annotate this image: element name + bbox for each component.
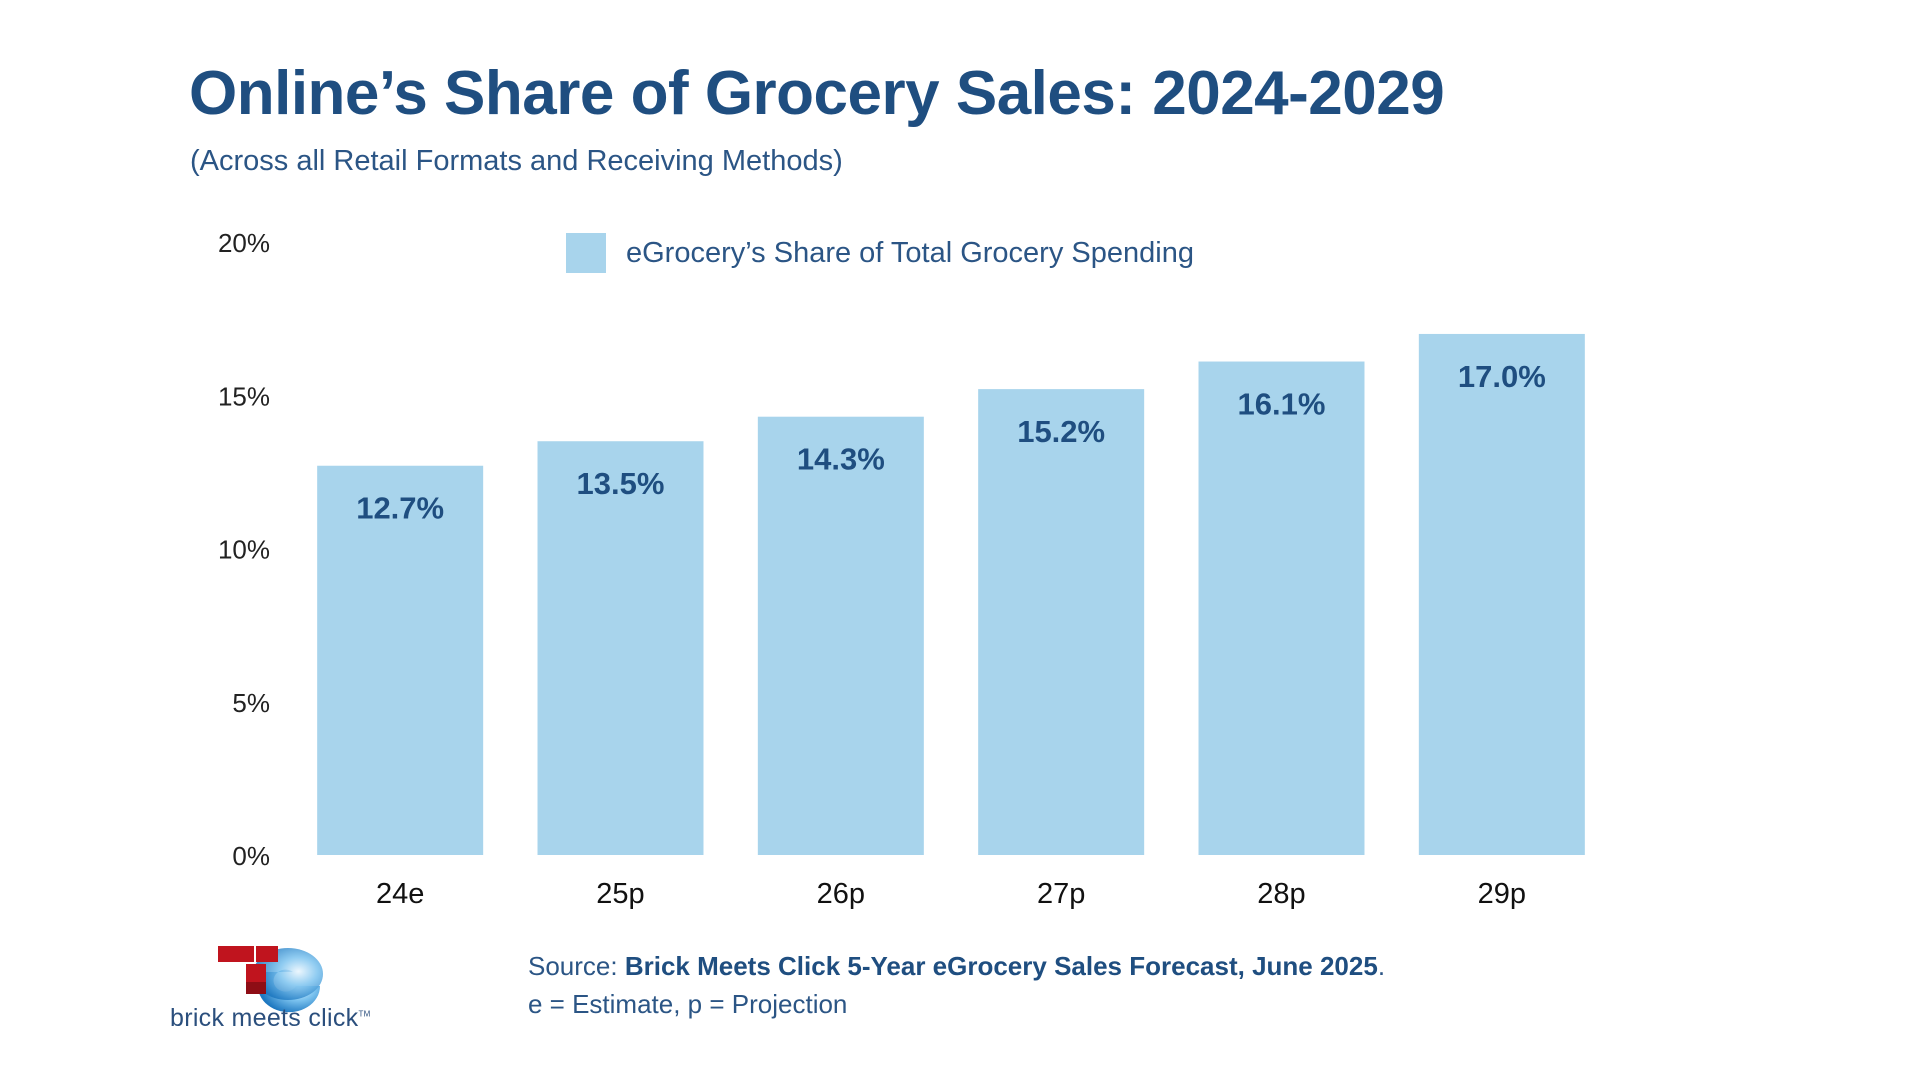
bar-data-labels: 12.7% 13.5% 14.3% 15.2% 16.1% 17.0%	[356, 359, 1546, 526]
x-tick-label: 29p	[1478, 878, 1526, 910]
logo-wordmark-text: brick meets click	[170, 1004, 359, 1032]
logo-wordmark: brick meets clickTM	[170, 1004, 371, 1033]
source-prefix: Source:	[528, 951, 625, 981]
y-tick-label: 0%	[232, 841, 270, 871]
x-tick-label: 28p	[1257, 878, 1305, 910]
legend-swatch	[566, 233, 606, 273]
abbreviation-note: e = Estimate, p = Projection	[528, 989, 848, 1019]
source-note: Source: Brick Meets Click 5-Year eGrocer…	[528, 947, 1385, 1023]
chart-title: Online’s Share of Grocery Sales: 2024-20…	[189, 59, 1445, 128]
bar-data-label: 17.0%	[1458, 359, 1546, 394]
bar-data-label: 13.5%	[577, 466, 665, 501]
brick-meets-click-logo-icon	[218, 946, 323, 1013]
logo-trademark: TM	[358, 1009, 371, 1019]
bar	[1418, 333, 1585, 855]
legend: eGrocery’s Share of Total Grocery Spendi…	[566, 233, 1194, 273]
source-line: Source: Brick Meets Click 5-Year eGrocer…	[528, 947, 1385, 985]
x-tick-label: 24e	[376, 878, 424, 910]
x-axis-tick-labels: 24e 25p 26p 27p 28p 29p	[376, 878, 1526, 910]
bar	[537, 441, 704, 855]
bar	[1198, 361, 1365, 855]
bars	[317, 333, 1585, 855]
bar-data-label: 12.7%	[356, 491, 444, 526]
bar-data-label: 14.3%	[797, 442, 885, 477]
bar	[757, 416, 924, 855]
chart-subtitle: (Across all Retail Formats and Receiving…	[190, 145, 843, 177]
x-tick-label: 27p	[1037, 878, 1085, 910]
bar-data-label: 15.2%	[1017, 414, 1105, 449]
y-tick-label: 15%	[218, 381, 270, 411]
y-tick-label: 20%	[218, 228, 270, 258]
x-tick-label: 26p	[817, 878, 865, 910]
source-suffix: .	[1377, 951, 1386, 981]
y-tick-label: 5%	[232, 688, 270, 718]
source-name: Brick Meets Click 5-Year eGrocery Sales …	[624, 951, 1378, 981]
y-tick-label: 10%	[218, 535, 270, 565]
x-tick-label: 25p	[596, 878, 644, 910]
bar	[317, 465, 484, 855]
legend-label: eGrocery’s Share of Total Grocery Spendi…	[626, 237, 1194, 269]
bar	[978, 389, 1145, 855]
y-axis-tick-labels: 0% 5% 10% 15% 20%	[218, 228, 270, 871]
bar-data-label: 16.1%	[1238, 387, 1326, 422]
